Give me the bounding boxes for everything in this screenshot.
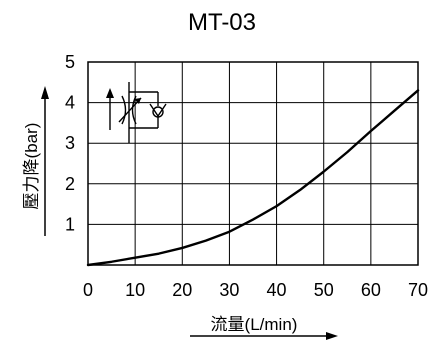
y-tick-label: 1 <box>65 214 75 234</box>
grid-lines <box>88 62 418 265</box>
series-layer <box>86 89 420 267</box>
x-tick-label: 0 <box>83 280 93 300</box>
x-tick-label: 20 <box>172 280 192 300</box>
y-tick-label: 3 <box>65 133 75 153</box>
x-tick-label: 40 <box>267 280 287 300</box>
y-tick-label: 5 <box>65 52 75 72</box>
x-tick-label: 30 <box>219 280 239 300</box>
x-tick-label: 70 <box>408 280 428 300</box>
x-tick-label: 50 <box>314 280 334 300</box>
y-axis-label: 壓力降(bar) <box>22 123 41 210</box>
throttle-check-valve-icon <box>106 82 167 143</box>
y-tick-label: 4 <box>65 93 75 113</box>
x-axis-label: 流量(L/min) <box>211 315 298 334</box>
y-axis-arrow-head <box>41 86 49 99</box>
y-tick-label: 2 <box>65 174 75 194</box>
x-axis-arrow-head <box>326 332 338 340</box>
chart-title: MT-03 <box>188 9 256 36</box>
plot-frame <box>87 61 419 266</box>
x-tick-label: 10 <box>125 280 145 300</box>
axes <box>87 61 419 266</box>
x-tick-label: 60 <box>361 280 381 300</box>
tick-labels: 0 10 20 30 40 50 60 70 1 2 3 4 5 <box>65 52 428 300</box>
pressure-drop-curve <box>86 89 420 267</box>
